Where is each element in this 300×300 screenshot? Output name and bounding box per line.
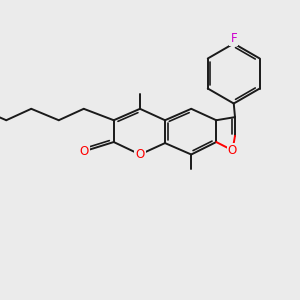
Text: F: F <box>230 32 237 45</box>
Text: O: O <box>79 145 88 158</box>
Text: O: O <box>135 148 145 161</box>
Text: O: O <box>228 144 237 157</box>
